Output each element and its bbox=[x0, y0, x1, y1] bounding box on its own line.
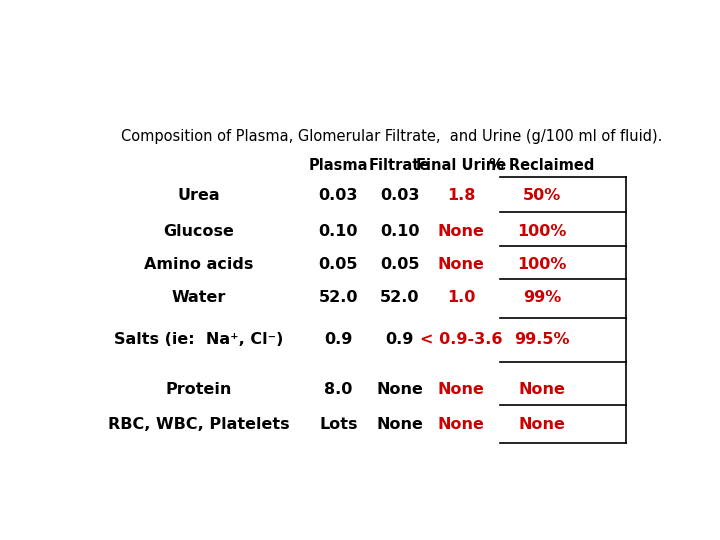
Text: 50%: 50% bbox=[523, 188, 561, 203]
Text: 100%: 100% bbox=[517, 224, 567, 239]
Text: None: None bbox=[518, 417, 565, 432]
Text: 100%: 100% bbox=[517, 257, 567, 272]
Text: 52.0: 52.0 bbox=[380, 290, 420, 305]
Text: Glucose: Glucose bbox=[163, 224, 234, 239]
Text: Amino acids: Amino acids bbox=[144, 257, 253, 272]
Text: RBC, WBC, Platelets: RBC, WBC, Platelets bbox=[108, 417, 289, 432]
Text: 99%: 99% bbox=[523, 290, 561, 305]
Text: Final Urine: Final Urine bbox=[416, 158, 506, 173]
Text: None: None bbox=[438, 257, 485, 272]
Text: < 0.9-3.6: < 0.9-3.6 bbox=[420, 332, 503, 347]
Text: None: None bbox=[377, 417, 423, 432]
Text: 1.0: 1.0 bbox=[447, 290, 475, 305]
Text: None: None bbox=[438, 224, 485, 239]
Text: 0.03: 0.03 bbox=[380, 188, 420, 203]
Text: Urea: Urea bbox=[178, 188, 220, 203]
Text: % Reclaimed: % Reclaimed bbox=[490, 158, 595, 173]
Text: 0.10: 0.10 bbox=[318, 224, 358, 239]
Text: 8.0: 8.0 bbox=[324, 382, 353, 396]
Text: None: None bbox=[377, 382, 423, 396]
Text: Plasma: Plasma bbox=[309, 158, 368, 173]
Text: None: None bbox=[518, 382, 565, 396]
Text: Composition of Plasma, Glomerular Filtrate,  and Urine (g/100 ml of fluid).: Composition of Plasma, Glomerular Filtra… bbox=[121, 129, 662, 144]
Text: None: None bbox=[438, 382, 485, 396]
Text: 99.5%: 99.5% bbox=[514, 332, 570, 347]
Text: 0.03: 0.03 bbox=[318, 188, 358, 203]
Text: 0.9: 0.9 bbox=[385, 332, 414, 347]
Text: Protein: Protein bbox=[166, 382, 232, 396]
Text: Filtrate: Filtrate bbox=[369, 158, 431, 173]
Text: Salts (ie:  Na⁺, Cl⁻): Salts (ie: Na⁺, Cl⁻) bbox=[114, 332, 284, 347]
Text: 52.0: 52.0 bbox=[318, 290, 358, 305]
Text: 0.9: 0.9 bbox=[324, 332, 353, 347]
Text: Lots: Lots bbox=[319, 417, 358, 432]
Text: 0.10: 0.10 bbox=[380, 224, 420, 239]
Text: 0.05: 0.05 bbox=[318, 257, 358, 272]
Text: Water: Water bbox=[171, 290, 226, 305]
Text: None: None bbox=[438, 417, 485, 432]
Text: 1.8: 1.8 bbox=[447, 188, 475, 203]
Text: 0.05: 0.05 bbox=[380, 257, 420, 272]
